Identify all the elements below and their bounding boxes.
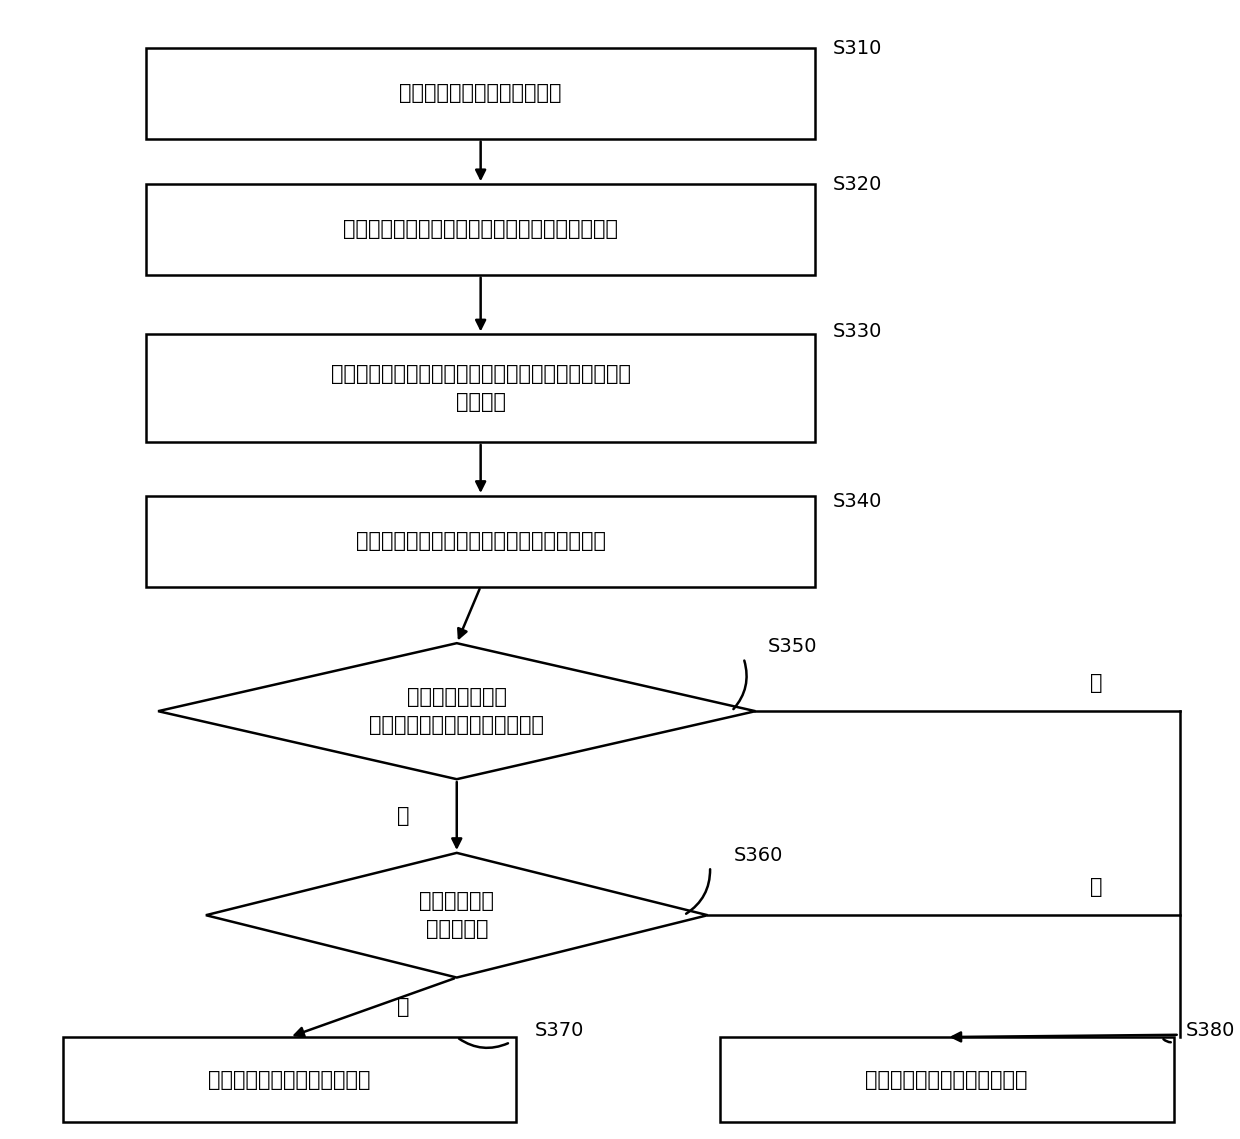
Text: 接收分配给斗轮取料机的埵位: 接收分配给斗轮取料机的埵位 [399, 83, 562, 104]
Text: S330: S330 [833, 322, 883, 341]
FancyArrowPatch shape [1163, 1039, 1171, 1042]
FancyArrowPatch shape [733, 661, 746, 710]
Bar [146, 185, 815, 274]
Polygon shape [206, 853, 708, 977]
Bar [62, 1036, 517, 1122]
Text: S360: S360 [734, 845, 784, 865]
Polygon shape [157, 644, 755, 779]
Bar [146, 48, 815, 139]
Text: S320: S320 [833, 174, 883, 194]
Text: S380: S380 [1185, 1022, 1235, 1040]
Bar [146, 335, 815, 442]
Text: S310: S310 [833, 39, 883, 58]
Text: 否: 否 [1090, 673, 1102, 693]
FancyArrowPatch shape [459, 1039, 508, 1048]
Text: S350: S350 [768, 637, 817, 656]
Text: 否: 否 [1090, 877, 1102, 896]
Text: 获取斗轮取料机的行走位置、回转角度和俯仰角度: 获取斗轮取料机的行走位置、回转角度和俯仰角度 [343, 220, 619, 239]
Text: 斗轮位置与埵
位位置一致: 斗轮位置与埵 位位置一致 [419, 891, 495, 940]
Text: 是: 是 [397, 806, 409, 826]
Text: 允许开启斗轮和所述输送设备: 允许开启斗轮和所述输送设备 [208, 1070, 371, 1090]
FancyArrowPatch shape [686, 869, 711, 913]
Text: 接收由控制服务器向斗轮取料机发送的埵位号: 接收由控制服务器向斗轮取料机发送的埵位号 [356, 531, 605, 551]
Text: S370: S370 [534, 1022, 584, 1040]
Text: 是: 是 [397, 998, 409, 1017]
Text: 允许开启斗轮和所述输送设备: 允许开启斗轮和所述输送设备 [866, 1070, 1028, 1090]
Bar [146, 495, 815, 587]
Text: 被分配的埵位号与
由控制服务器发送的埵位号一致: 被分配的埵位号与 由控制服务器发送的埵位号一致 [370, 687, 544, 735]
Text: 根据行走位置、回转角度和俯仰角度确定斗轮取料机的
斗轮位置: 根据行走位置、回转角度和俯仰角度确定斗轮取料机的 斗轮位置 [331, 364, 631, 412]
Text: S340: S340 [833, 492, 883, 511]
Bar [719, 1036, 1173, 1122]
